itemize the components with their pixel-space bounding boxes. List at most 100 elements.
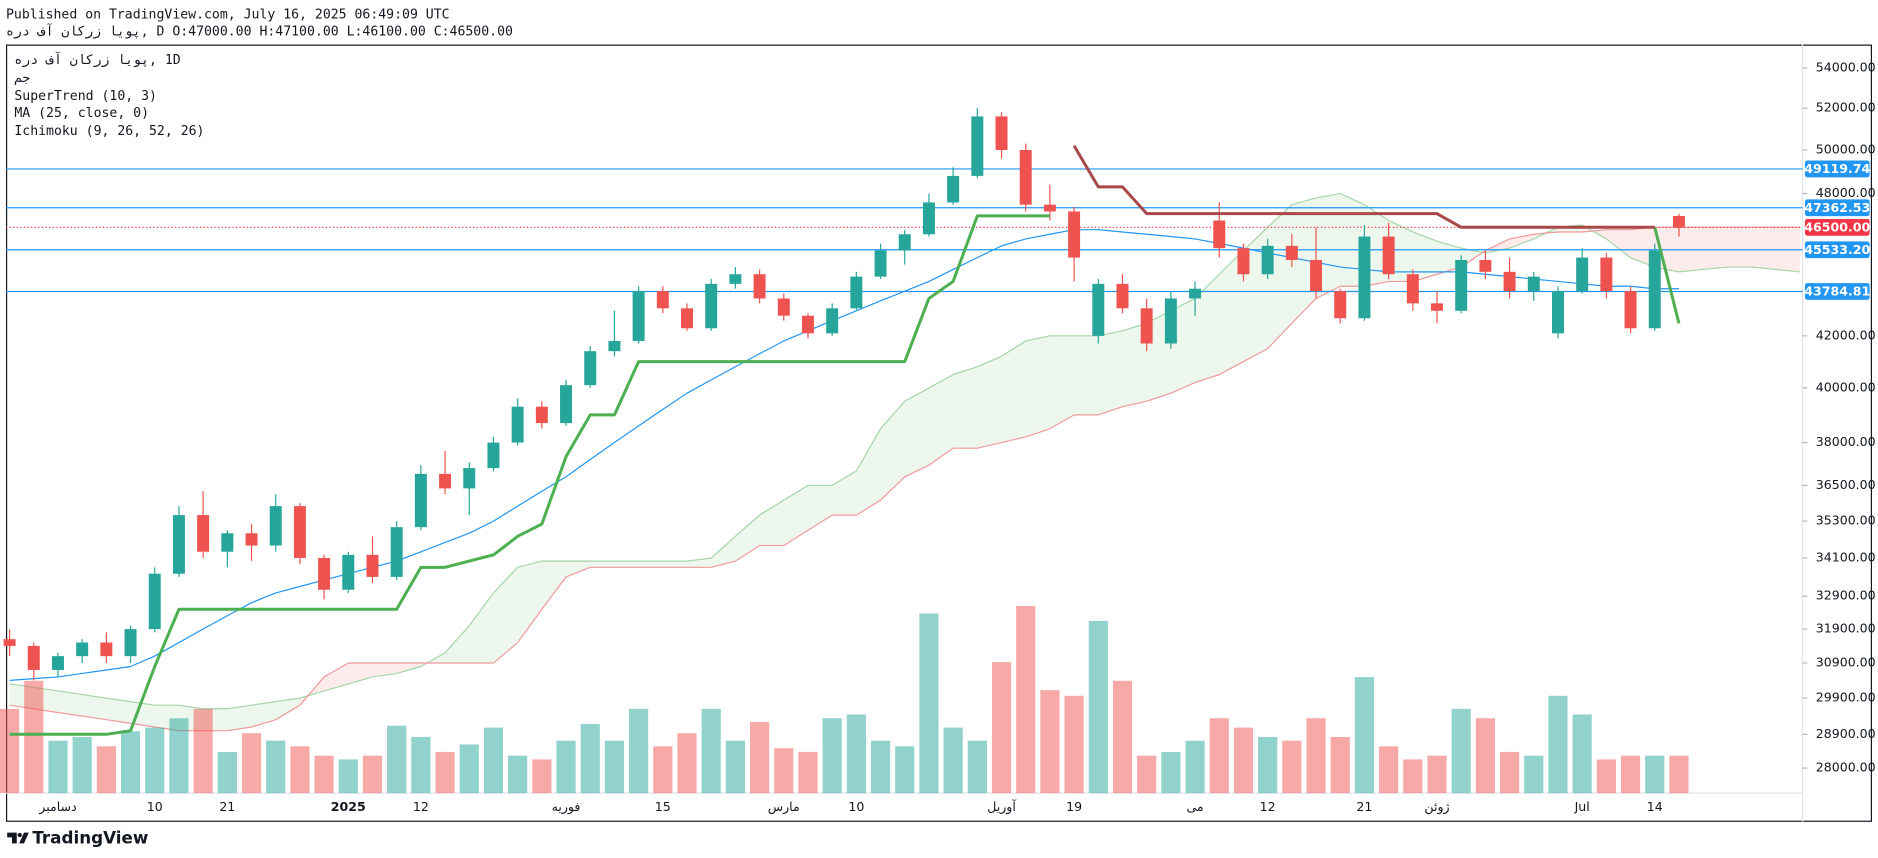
candle-body: [1382, 236, 1395, 275]
candle-body: [269, 506, 282, 546]
candle-body: [1672, 215, 1685, 228]
level-label-box: [1804, 199, 1870, 217]
cloud: [82, 694, 107, 720]
candle-body: [3, 639, 16, 646]
candle-body: [1019, 150, 1032, 205]
level-label: 43784.81: [1804, 284, 1870, 299]
candle-body: [414, 473, 427, 528]
x-tick-label: 21: [1356, 799, 1372, 814]
cloud: [1267, 204, 1292, 349]
level-label: 47362.53: [1804, 200, 1870, 215]
candle-body: [584, 351, 597, 386]
volume-bar: [1524, 755, 1544, 794]
volume-bar: [1040, 690, 1060, 794]
candle-body: [995, 116, 1008, 151]
candle-body: [1261, 245, 1274, 275]
cloud: [977, 356, 1002, 449]
candle-body: [656, 291, 669, 309]
volume-bar: [750, 721, 770, 794]
volume-bar: [266, 740, 286, 794]
cloud: [517, 561, 542, 643]
volume-bar: [1669, 755, 1689, 794]
supertrend-down: [1072, 144, 1655, 229]
volume-bar: [556, 740, 576, 794]
volume-bar: [774, 748, 794, 794]
cloud: [106, 698, 131, 724]
x-tick-label: Jul: [1574, 799, 1590, 814]
x-tick-label: فوریه: [552, 799, 581, 815]
last-price-label-box: [1804, 218, 1870, 236]
legend-item: Ichimoku (9, 26, 52, 26): [14, 124, 204, 139]
cloud: [1340, 193, 1365, 287]
y-tick-label: 32900.00: [1816, 588, 1876, 603]
candle-body: [535, 406, 548, 424]
cloud: [445, 625, 470, 664]
cloud: [541, 561, 567, 610]
cloud: [638, 561, 663, 568]
candle-body: [439, 473, 452, 489]
cloud: [1364, 204, 1389, 287]
cloud: [1243, 227, 1268, 362]
candle-body: [947, 175, 960, 203]
cloud: [251, 701, 276, 727]
volume-bar: [846, 714, 866, 794]
cloud: [807, 485, 833, 531]
cloud: [469, 592, 494, 664]
legend-item: هرد فآ ناکرز ایوپ, 1D: [14, 51, 180, 68]
y-tick-label: 48000.00: [1816, 185, 1876, 200]
volume-bar: [459, 744, 479, 794]
cloud: [396, 663, 421, 674]
ma-line: [9, 229, 1679, 681]
cloud: [1630, 227, 1655, 268]
cloud: [1074, 335, 1099, 415]
volume-bar: [72, 736, 92, 794]
candle-body: [27, 645, 40, 670]
cloud: [566, 561, 591, 577]
candle-body: [318, 557, 331, 590]
candle-body: [342, 554, 355, 590]
candle-body: [608, 340, 621, 352]
candle-body: [1116, 283, 1129, 309]
volume-bar: [48, 740, 68, 794]
chart-frame: [5, 44, 1873, 822]
candle-body: [729, 274, 742, 284]
cloud: [130, 701, 155, 727]
volume-bar: [1427, 755, 1447, 794]
symbol-line: هرد فآ ناکرز ایوپ, D O:47000.00 H:47100.…: [6, 22, 513, 39]
cloud: [783, 485, 808, 546]
volume-bar: [120, 731, 141, 794]
level-label-box: [1804, 283, 1870, 300]
x-tick-label: 10: [147, 799, 163, 814]
candle-body: [1358, 236, 1371, 319]
candle-body: [898, 234, 911, 251]
cloud: [1025, 335, 1050, 437]
candle-body: [1503, 271, 1516, 292]
legend-item: SuperTrend (10, 3): [14, 89, 157, 104]
y-tick-label: 31900.00: [1816, 621, 1876, 636]
cloud: [372, 663, 397, 677]
volume-bar: [580, 723, 600, 794]
candle-body: [1624, 291, 1637, 329]
volume-bar: [870, 740, 891, 794]
cloud: [275, 698, 300, 720]
supertrend-up: [9, 214, 1681, 736]
x-tick-label: 21: [219, 799, 235, 814]
candle-body: [1310, 259, 1323, 292]
candle-body: [922, 202, 935, 235]
cloud: [1122, 323, 1147, 407]
cloud: [856, 428, 881, 516]
candle-body: [801, 315, 814, 334]
candle-body: [874, 250, 887, 277]
volume-bar: [1282, 740, 1302, 794]
brand: TradingView: [32, 828, 148, 848]
candle-body: [705, 283, 718, 329]
level-label-box: [1804, 160, 1870, 178]
cloud: [1316, 193, 1341, 299]
x-tick-label: می: [1186, 799, 1203, 814]
x-tick-label: دسامبر: [38, 799, 76, 815]
candle-body: [560, 385, 573, 424]
volume-bar: [508, 755, 528, 794]
y-tick-label: 38000.00: [1816, 434, 1876, 449]
volume-bar: [677, 733, 697, 794]
